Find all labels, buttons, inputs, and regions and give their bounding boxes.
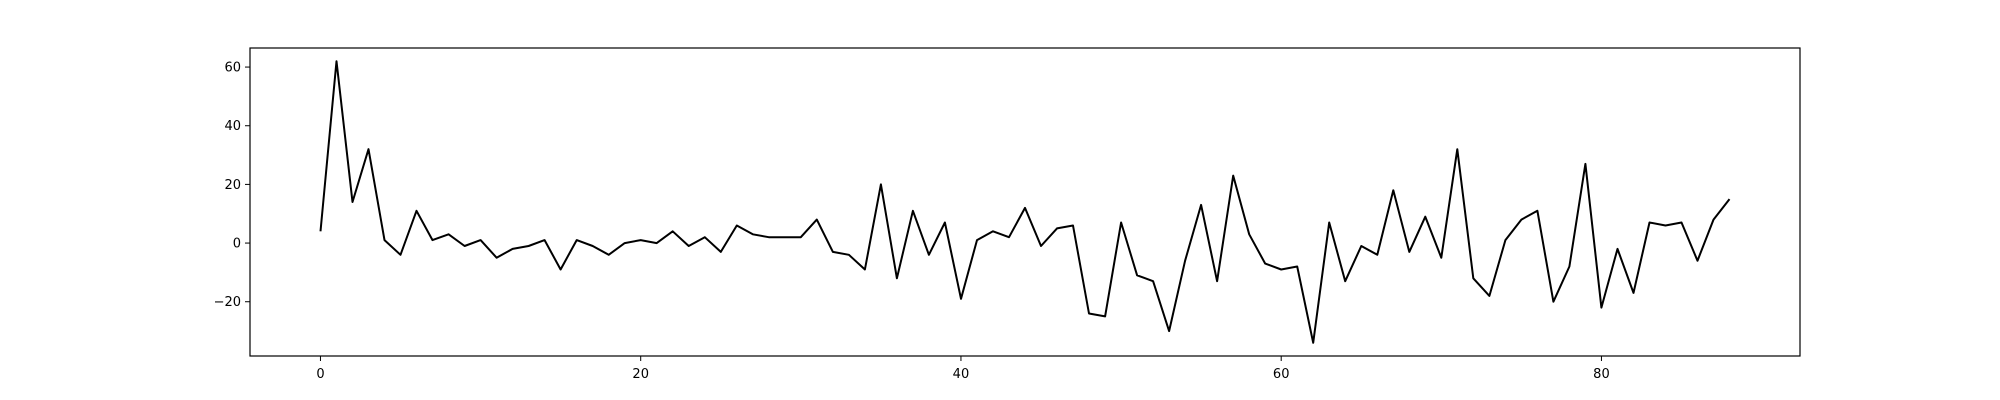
series-line	[319, 60, 1731, 344]
axis-ticks: 0 20 40 60 80 −20 0 20 40 60	[214, 61, 1610, 382]
y-tick-label: 20	[224, 178, 241, 193]
x-tick-label: 0	[316, 367, 324, 382]
y-tick-label: 40	[224, 119, 241, 134]
x-tick-label: 20	[632, 367, 649, 382]
x-tick-label: 80	[1593, 367, 1610, 382]
x-tick-label: 60	[1273, 367, 1290, 382]
plot-area-frame	[249, 47, 1801, 357]
y-tick-label: 60	[224, 61, 241, 76]
x-tick-label: 40	[953, 367, 970, 382]
y-tick-label: −20	[214, 295, 241, 310]
y-tick-label: 0	[233, 237, 241, 252]
